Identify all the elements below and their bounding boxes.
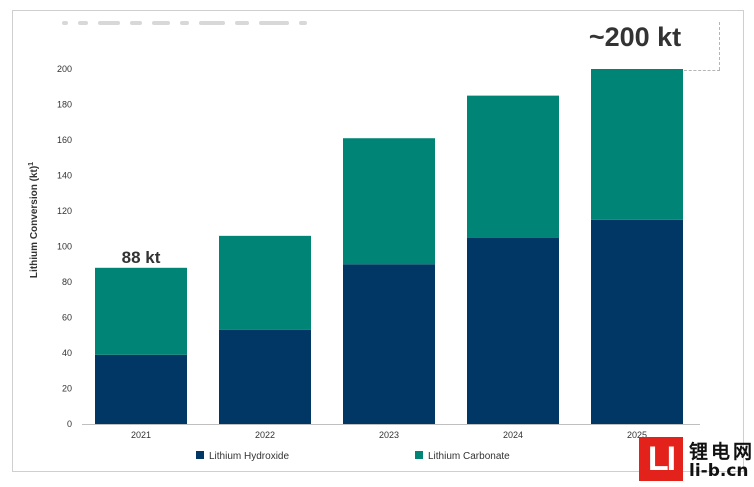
y-tick-label: 200 [57, 64, 72, 74]
y-tick-label: 80 [62, 277, 72, 287]
y-tick-label: 100 [57, 242, 72, 252]
legend-swatch-lithium-carbonate [415, 451, 423, 459]
watermark-logo: LI [639, 437, 683, 481]
bar-lithium-hydroxide-2025 [591, 219, 683, 424]
faded-header-text [62, 12, 372, 25]
y-tick-label: 120 [57, 206, 72, 216]
bar-lithium-hydroxide-2024 [467, 237, 559, 424]
x-tick-label: 2022 [255, 430, 275, 440]
y-tick-label: 140 [57, 171, 72, 181]
chart-frame [12, 10, 744, 472]
x-tick-label: 2021 [131, 430, 151, 440]
bar-lithium-carbonate-2021 [95, 267, 187, 355]
bar-lithium-hydroxide-2022 [219, 329, 311, 424]
bar-lithium-carbonate-2025 [591, 69, 683, 220]
bar-lithium-hydroxide-2021 [95, 354, 187, 424]
y-tick-label: 40 [62, 348, 72, 358]
bars [95, 69, 683, 424]
legend-label-lithium-carbonate: Lithium Carbonate [428, 451, 510, 462]
bar-lithium-hydroxide-2023 [343, 264, 435, 424]
legend-swatch-lithium-hydroxide [196, 451, 204, 459]
legend: Lithium Hydroxide Lithium Carbonate [196, 451, 510, 462]
annotation-2021: 88 kt [122, 248, 161, 267]
y-tick-label: 60 [62, 313, 72, 323]
y-tick-label: 20 [62, 384, 72, 394]
watermark-chinese-text: 锂电网 [689, 441, 754, 463]
y-tick-label: 180 [57, 100, 72, 110]
annotation-2025: ~200 kt [589, 22, 681, 52]
x-tick-label: 2025 [627, 430, 647, 440]
y-tick-label: 0 [67, 419, 72, 429]
y-axis-label-superscript: 1 [28, 162, 35, 166]
callout-line-horizontal [684, 70, 720, 72]
callout-line-vertical [718, 22, 720, 70]
y-axis: 0 20 40 60 80 100 120 140 160 180 200 [57, 64, 72, 429]
x-tick-label: 2023 [379, 430, 399, 440]
watermark-url: li-b.cn [689, 461, 749, 481]
legend-label-lithium-hydroxide: Lithium Hydroxide [209, 451, 289, 462]
bar-lithium-carbonate-2022 [219, 235, 311, 330]
bar-lithium-carbonate-2023 [343, 138, 435, 265]
bar-lithium-carbonate-2024 [467, 95, 559, 238]
x-axis: 2021 2022 2023 2024 2025 [82, 424, 700, 440]
x-tick-label: 2024 [503, 430, 523, 440]
annotations: 88 kt ~200 kt [122, 22, 682, 267]
y-axis-label: Lithium Conversion (kt)1 [28, 162, 40, 278]
watermark: LI 锂电网 li-b.cn [639, 437, 754, 487]
y-tick-label: 160 [57, 135, 72, 145]
